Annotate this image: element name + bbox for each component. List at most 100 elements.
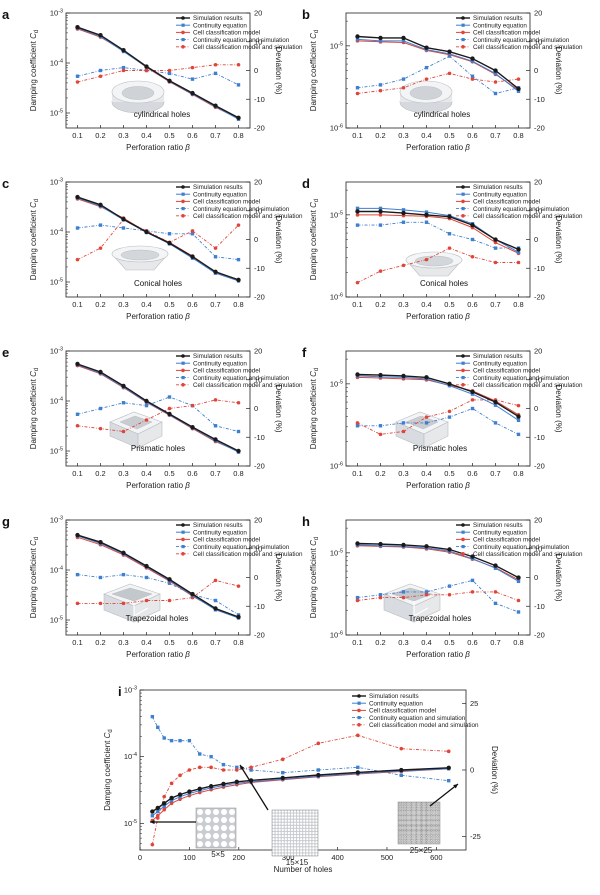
inset-hole (423, 839, 425, 841)
y2-tick-label: 20 (534, 178, 542, 187)
inset-hole (426, 805, 429, 807)
x-tick-label: 0.3 (118, 300, 128, 309)
legend-label: Cell classification model and simulation (473, 44, 583, 51)
inset-hole (281, 822, 284, 825)
panel-label: h (302, 514, 310, 529)
shape-trap-window (133, 601, 149, 618)
inset-hole (306, 825, 309, 829)
inset-hole (421, 834, 424, 836)
inset-hole (398, 812, 400, 814)
inset-hole (315, 844, 318, 847)
inset-hole (315, 850, 318, 853)
inset-hole (309, 847, 312, 850)
inset-hole (425, 827, 427, 829)
inset-hole (436, 832, 439, 834)
inset-hole (406, 824, 408, 826)
x-tick-label: 0.4 (141, 300, 151, 309)
series-point (516, 432, 521, 437)
inset-hole (299, 816, 303, 819)
series-point (316, 768, 321, 772)
inset-hole (312, 847, 315, 850)
x-tick-label: 0.1 (72, 300, 82, 309)
inset-hole (296, 847, 300, 850)
inset-hole (284, 828, 287, 832)
inset-hole (401, 834, 403, 836)
series-point (355, 372, 360, 377)
series-point (162, 801, 167, 806)
inset-hole (309, 831, 312, 835)
inset-hole (426, 817, 429, 819)
inset-hole (293, 831, 297, 835)
y-tick-label: 10-4 (124, 752, 137, 761)
inset-hole (438, 808, 440, 811)
inset-hole (413, 818, 415, 821)
inset-hole (287, 837, 291, 841)
inset-hole (425, 805, 427, 807)
y2-tick-label: -20 (534, 462, 545, 471)
inset-hole (426, 802, 429, 804)
series-point (447, 232, 452, 236)
inset-hole (418, 830, 420, 833)
inset-hole (431, 842, 434, 844)
inset-hole (423, 812, 425, 814)
inset-hole (423, 829, 425, 831)
inset-hole (398, 822, 400, 824)
inset-hole (425, 832, 427, 834)
inset-hole (426, 839, 429, 841)
series-point (213, 71, 218, 76)
series-point (493, 601, 498, 606)
series-point (98, 68, 103, 73)
inset-hole (409, 832, 412, 834)
inset-hole (428, 842, 430, 844)
inset-hole (306, 819, 309, 822)
y2-tick-label: 20 (254, 516, 262, 525)
inset-hole (404, 818, 407, 821)
inset-hole (290, 844, 294, 847)
series-point (280, 757, 285, 762)
inset-hole (416, 835, 418, 838)
inset-hole (425, 835, 427, 838)
shape-square-right (137, 421, 163, 449)
series-point (446, 749, 451, 754)
y2-tick-label: 10 (534, 544, 542, 553)
x-tick-label: 0.1 (72, 469, 82, 478)
inset-hole (420, 835, 422, 838)
x-tick-label: 0.7 (490, 469, 500, 478)
inset-hole (423, 837, 425, 839)
inset-hole (399, 830, 402, 833)
x-tick-label: 0.2 (375, 638, 385, 647)
inset-hole (293, 810, 297, 813)
series-4 (75, 398, 241, 434)
y2-tick-label: 20 (534, 9, 542, 18)
series-point (213, 62, 218, 67)
inset-hole (303, 816, 306, 819)
inset-hole (420, 808, 422, 811)
inset-hole (275, 841, 278, 844)
inset-hole (425, 842, 427, 844)
series-point (470, 398, 475, 402)
series-point (424, 415, 429, 419)
inset-hole (287, 822, 291, 825)
inset-hole (303, 831, 306, 835)
inset-hole (409, 827, 412, 829)
y2-tick-label: -20 (254, 462, 265, 471)
inset-hole (398, 803, 400, 806)
legend-label: Continuity equation (473, 529, 527, 536)
legend-marker (461, 537, 465, 542)
legend-marker (357, 708, 361, 713)
inset-hole (399, 839, 402, 841)
inset-hole (408, 818, 410, 821)
x-tick-label: 0.4 (141, 638, 151, 647)
inset-hole (438, 820, 440, 822)
inset-hole (426, 803, 429, 806)
x-tick-label: 0.5 (164, 131, 174, 140)
inset-hole (411, 830, 413, 833)
inset-hole (408, 839, 410, 841)
series-point (470, 77, 475, 81)
series-point (424, 220, 429, 224)
inset-hole (406, 837, 408, 839)
series-point (169, 738, 174, 743)
inset-hole (414, 820, 417, 822)
inset-hole (436, 815, 439, 817)
